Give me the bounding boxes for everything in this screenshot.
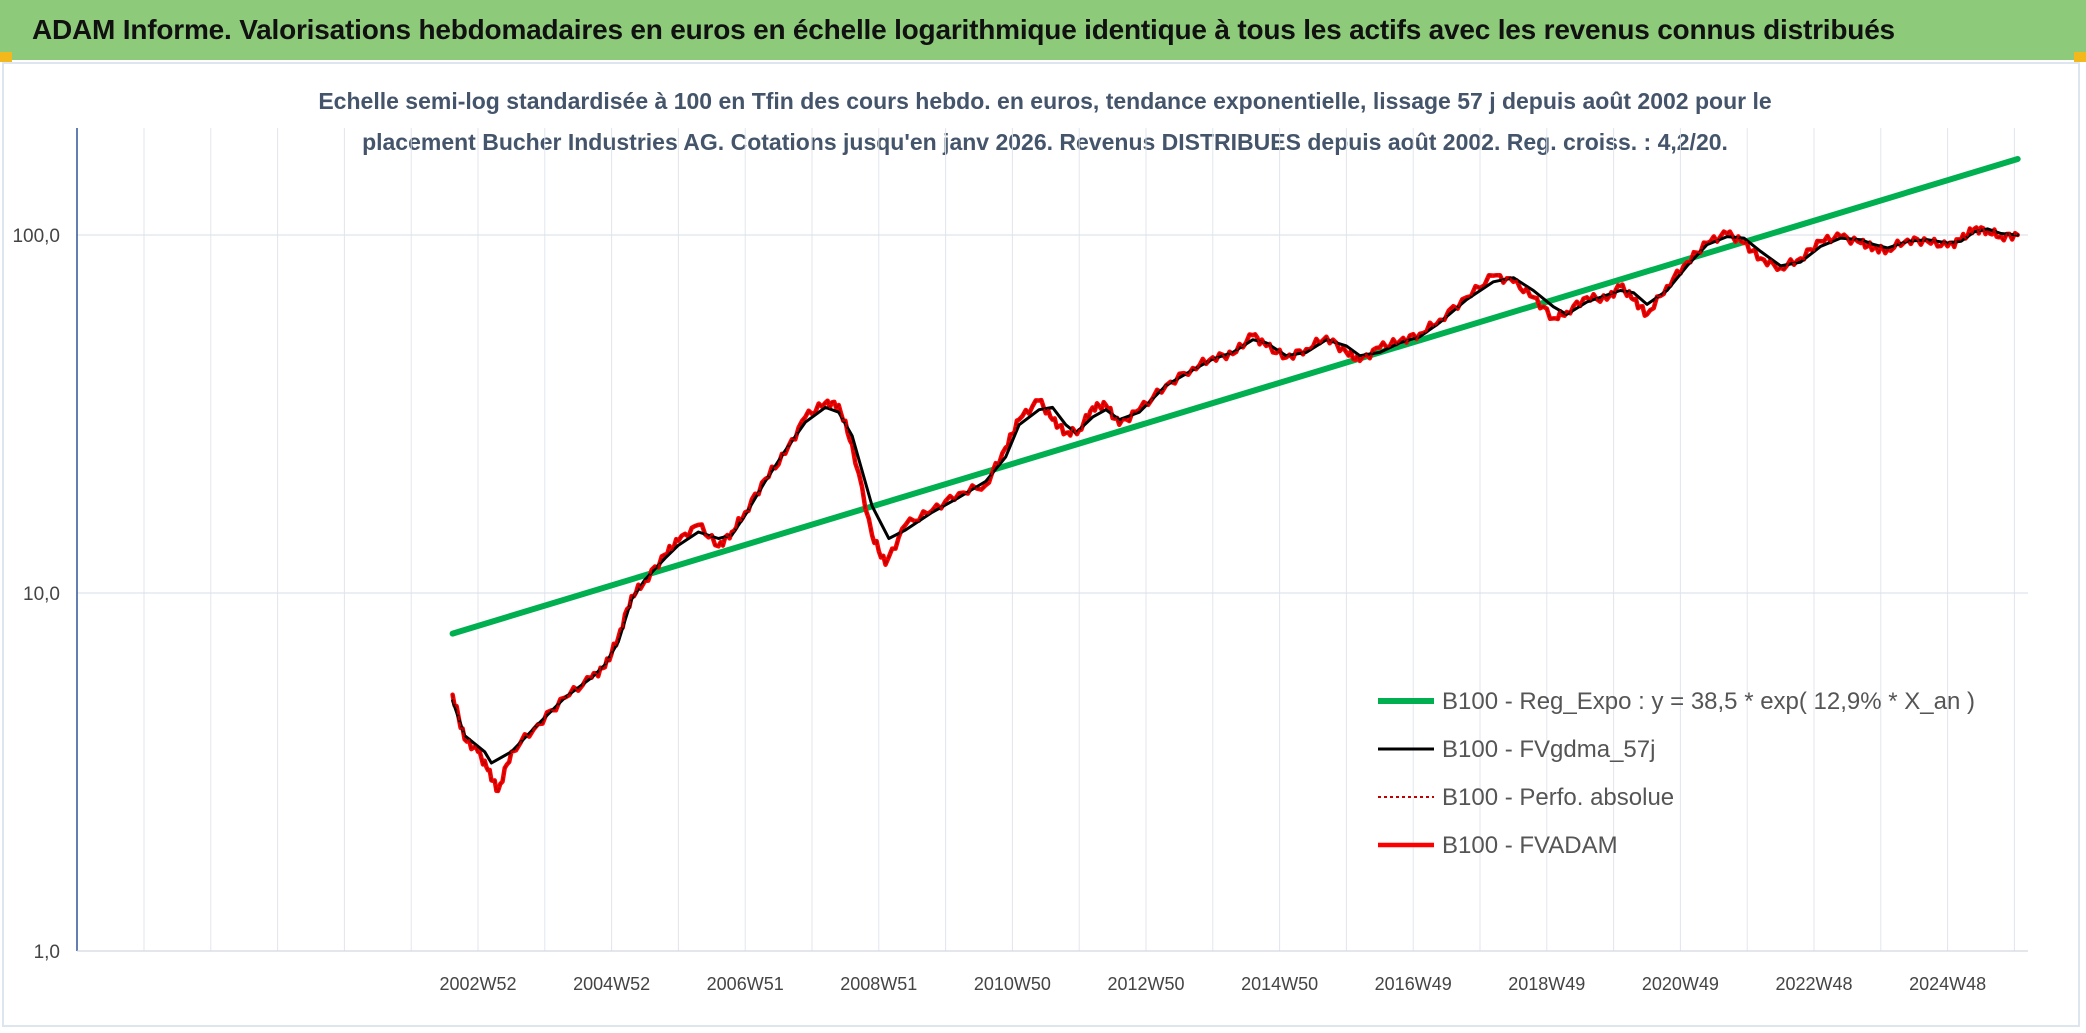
corner-marker-left: [0, 52, 12, 62]
legend-label-fvadam: B100 - FVADAM: [1442, 832, 1618, 859]
chart-title-line-2: placement Bucher Industries AG. Cotation…: [362, 129, 1728, 155]
x-tick-label: 2006W51: [707, 974, 784, 994]
x-tick-label: 2008W51: [840, 974, 917, 994]
legend-label-absolute: B100 - Perfo. absolue: [1442, 784, 1674, 811]
x-tick-label: 2012W50: [1107, 974, 1184, 994]
chart-title-line-1: Echelle semi-log standardisée à 100 en T…: [318, 88, 1772, 114]
report-banner: ADAM Informe. Valorisations hebdomadaire…: [0, 0, 2086, 60]
x-tick-label: 2016W49: [1375, 974, 1452, 994]
chart-frame: [2, 62, 2080, 1027]
x-tick-label: 2020W49: [1642, 974, 1719, 994]
y-tick-label: 10,0: [23, 584, 60, 605]
corner-marker-right: [2074, 52, 2086, 62]
x-tick-label: 2022W48: [1775, 974, 1852, 994]
series-line-absolute: [451, 226, 2019, 792]
legend-label-regression: B100 - Reg_Expo : y = 38,5 * exp( 12,9% …: [1442, 688, 1975, 715]
report-title: ADAM Informe. Valorisations hebdomadaire…: [32, 14, 1895, 45]
x-tick-label: 2004W52: [573, 974, 650, 994]
legend-label-smoothed: B100 - FVgdma_57j: [1442, 736, 1655, 763]
x-tick-label: 2024W48: [1909, 974, 1986, 994]
x-tick-label: 2018W49: [1508, 974, 1585, 994]
x-tick-label: 2010W50: [974, 974, 1051, 994]
y-tick-label: 1,0: [34, 942, 60, 963]
x-tick-label: 2014W50: [1241, 974, 1318, 994]
x-tick-label: 2002W52: [439, 974, 516, 994]
y-tick-label: 100,0: [12, 226, 60, 247]
series-line-regression: [449, 156, 2021, 637]
series-line-smoothed: [451, 227, 2020, 765]
